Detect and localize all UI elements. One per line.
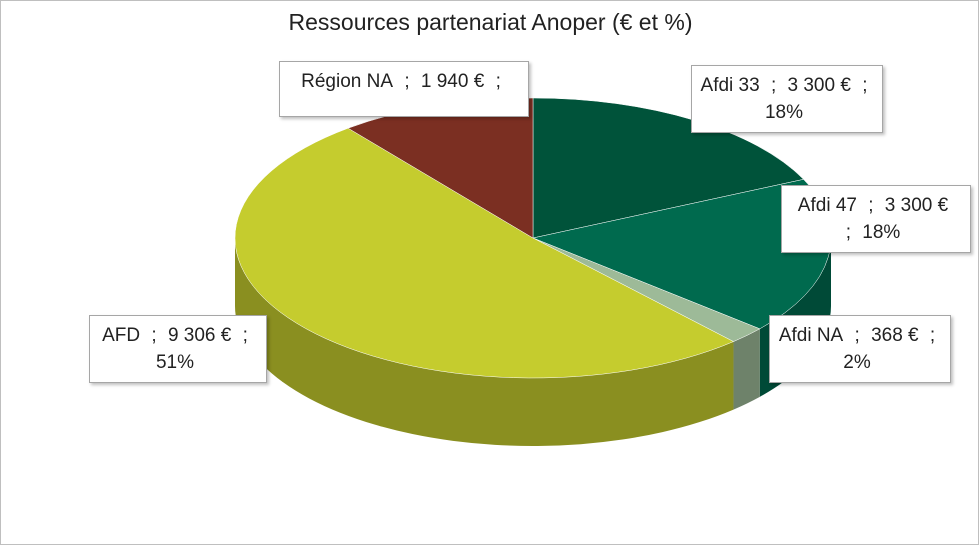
slice-side	[235, 238, 734, 446]
label-part: 3 300 €	[884, 195, 949, 216]
label-part: 18%	[862, 222, 901, 243]
label-part: ;	[845, 222, 851, 243]
label-part: Afdi 47	[797, 195, 857, 216]
label-part: Afdi NA	[778, 325, 844, 346]
label-part: Afdi 33	[700, 75, 760, 96]
label-part: 2%	[843, 352, 871, 373]
label-part: ;	[242, 325, 248, 346]
label-part: 1 940 €	[420, 71, 485, 92]
label-part: Région NA	[301, 71, 394, 92]
data-label: Afdi 47 ; 3 300 € ; 18%	[781, 185, 971, 253]
label-part: ;	[495, 71, 501, 92]
slice-side	[733, 328, 760, 410]
label-part: 18%	[764, 102, 804, 123]
label-part: ;	[770, 75, 777, 96]
label-part: ;	[862, 75, 868, 96]
chart-title: Ressources partenariat Anoper (€ et %)	[288, 9, 693, 35]
label-part: ;	[854, 325, 860, 346]
label-part: 51%	[155, 352, 195, 373]
label-part: ;	[929, 325, 936, 346]
label-part: 3 300 €	[787, 75, 851, 96]
label-part: 368 €	[871, 325, 919, 346]
slice	[234, 127, 735, 379]
data-label: Région NA ; 1 940 € ;	[279, 61, 529, 117]
data-label: Afdi 33 ; 3 300 € ; 18%	[691, 65, 883, 133]
label-part: ;	[151, 325, 157, 346]
label-part: ;	[404, 71, 410, 92]
label-part: ;	[868, 195, 874, 216]
data-label: Afdi NA ; 368 € ; 2%	[769, 315, 951, 383]
label-part: AFD	[102, 325, 141, 346]
data-label: AFD ; 9 306 € ; 51%	[89, 315, 267, 383]
label-part: 9 306 €	[167, 325, 232, 346]
